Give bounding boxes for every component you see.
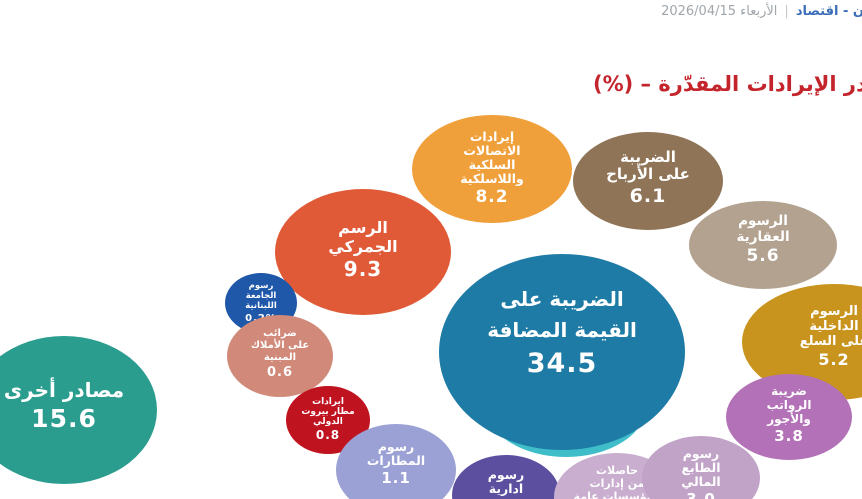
- bubble-value: 1.1: [381, 469, 411, 487]
- bubble-value: 5.2: [818, 350, 850, 369]
- bubble-customs: الرسم الجمركي 9.3: [275, 189, 451, 315]
- bubble-label-line: الدولي: [313, 417, 343, 427]
- bubble-admin: رسوم ادارية: [452, 455, 560, 499]
- bubble-label-line: الاتصالات: [463, 143, 521, 158]
- article-date: الأربعاء 2026/04/15: [661, 4, 778, 19]
- bubble-label-line: الداخلية: [809, 319, 859, 334]
- bubble-other: مصادر أخرى 15.6: [0, 336, 157, 484]
- bubble-label-line: رسوم: [487, 467, 525, 482]
- bubble-label-line: الطابع: [681, 460, 721, 475]
- bubble-label-line: الجمركي: [328, 237, 398, 256]
- bubble-label-line: إيرادات: [469, 129, 515, 144]
- bubble-label-line: ادارية: [488, 481, 524, 496]
- bubble-vat: الضريبة على القيمة المضافة 34.5: [439, 254, 685, 450]
- bubble-label-line: المالي: [681, 474, 721, 489]
- bubble-label-line: الرسم: [338, 218, 388, 237]
- bubble-label-line: على الأملاك: [250, 339, 310, 351]
- bubble-label-line: السلكية: [468, 157, 516, 172]
- bubble-label-line: والأجور: [767, 412, 811, 426]
- bubble-label-line: من إدارات: [589, 476, 645, 490]
- bubble-value: 0.8: [315, 428, 341, 442]
- bubble-telecom: إيرادات الاتصالات السلكية واللاسلكية 8.2: [412, 115, 572, 223]
- bubble-label-line: ضريبة: [771, 384, 807, 398]
- bubble-label-line: واللاسلكية: [460, 171, 524, 186]
- bubble-label-line: ضرائب: [263, 327, 297, 339]
- bubble-stamp: رسوم الطابع المالي 3.0: [642, 436, 760, 499]
- bubble-label-line: الرسوم: [810, 304, 858, 319]
- bubble-label-line: الضريبة على: [500, 286, 624, 311]
- bubble-label-line: القيمة المضافة: [487, 317, 637, 342]
- bubble-label-line: المبنية: [263, 351, 297, 363]
- bubble-label-line: المطارات: [366, 453, 426, 468]
- bubble-label-line: الرسوم: [738, 213, 788, 229]
- bubble-label-line: الجامعة: [245, 291, 277, 301]
- bubble-label-line: على الأرباح: [606, 164, 690, 183]
- bubble-label-line: العقارية: [736, 229, 790, 245]
- bubble-label-line: الضريبة: [620, 147, 676, 166]
- bubble-value: 5.6: [746, 246, 780, 266]
- bubble-label-line: الرواتب: [766, 398, 812, 412]
- bubble-label-line: رسوم: [248, 281, 274, 291]
- bubble-label-line: مطار بيروت: [301, 407, 355, 417]
- bubble-label-line: اللبنانية: [245, 301, 277, 311]
- bubble-property: ضرائب على الأملاك المبنية 0.6: [227, 315, 333, 397]
- bubble-label-line: حاصلات: [595, 463, 639, 477]
- bubble-value: 0.6: [266, 364, 294, 380]
- bubble-airportfees: رسوم المطارات 1.1: [336, 424, 456, 499]
- site-section-link[interactable]: ن - اقتصاد: [795, 4, 862, 19]
- bubble-label-line: رسوم: [377, 439, 415, 454]
- bubble-salaries: ضريبة الرواتب والأجور 3.8: [726, 374, 852, 460]
- chart-title: ادر الإيرادات المقدّرة – (%): [593, 72, 862, 96]
- bubble-value: 34.5: [526, 347, 598, 379]
- bubble-label-line: ايرادات: [312, 397, 344, 407]
- header-separator: |: [784, 4, 789, 19]
- site-header: ن - اقتصاد | الأربعاء 2026/04/15: [661, 4, 862, 19]
- bubble-profits: الضريبة على الأرباح 6.1: [573, 132, 723, 230]
- bubble-value: 15.6: [31, 403, 97, 433]
- bubble-value: 6.1: [629, 184, 667, 207]
- bubble-realestate: الرسوم العقارية 5.6: [689, 201, 837, 289]
- bubble-value: 9.3: [343, 257, 383, 281]
- bubble-value: 3.8: [774, 427, 804, 445]
- bubble-label-line: مصادر أخرى: [3, 377, 125, 402]
- bubble-value: 3.0: [686, 490, 716, 499]
- bubble-label-line: على السلع: [799, 334, 862, 349]
- bubble-value: 8.2: [475, 187, 509, 207]
- bubble-label-line: رسوم: [682, 446, 720, 461]
- bubble-label-line: ومؤسسات عامة: [573, 489, 661, 499]
